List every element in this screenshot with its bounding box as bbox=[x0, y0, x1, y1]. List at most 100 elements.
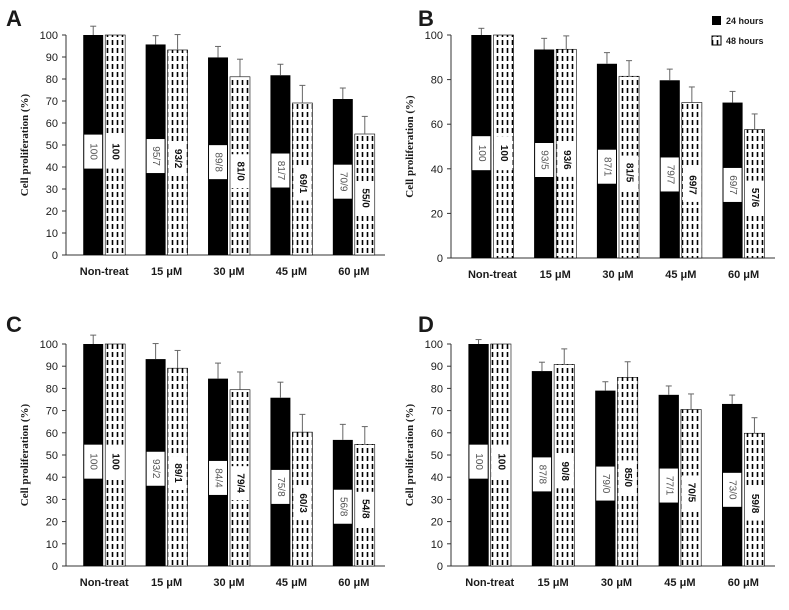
panel-letter: B bbox=[418, 6, 434, 31]
x-tick-label: 30 μM bbox=[213, 577, 244, 589]
data-label: 100 bbox=[495, 453, 506, 470]
x-tick-label: 45 μM bbox=[664, 577, 695, 589]
x-tick-label: 60 μM bbox=[338, 266, 369, 278]
y-tick-label: 20 bbox=[431, 208, 443, 220]
data-label: 75/8 bbox=[275, 477, 286, 497]
y-tick-label: 80 bbox=[431, 75, 443, 87]
data-label: 69/7 bbox=[727, 175, 738, 195]
data-label-box bbox=[660, 157, 679, 192]
data-label-box bbox=[106, 134, 125, 169]
x-tick-label: 60 μM bbox=[728, 577, 759, 589]
data-label: 70/9 bbox=[337, 172, 348, 192]
chart-panel-d: D Cell proliferation (%) 0 10 20 30 40 50 60 70 80… bbox=[404, 312, 775, 589]
x-tick-label: 30 μM bbox=[213, 266, 244, 278]
x-tick-label: 15 μM bbox=[540, 269, 571, 281]
data-label: 93/6 bbox=[561, 150, 572, 170]
data-label-box bbox=[532, 457, 552, 492]
data-label: 73/0 bbox=[727, 480, 738, 500]
data-label: 81/0 bbox=[234, 162, 245, 182]
data-label-box bbox=[682, 167, 701, 202]
y-axis-label: Cell proliferation (%) bbox=[404, 403, 416, 506]
legend-swatch-24h bbox=[712, 16, 721, 25]
y-tick-label: 100 bbox=[40, 30, 58, 42]
data-label: 89/8 bbox=[213, 152, 224, 172]
y-tick-label: 40 bbox=[431, 164, 443, 176]
data-label-box bbox=[168, 456, 187, 491]
y-tick-label: 30 bbox=[46, 184, 58, 196]
data-label: 93/5 bbox=[539, 150, 550, 170]
data-label-box bbox=[555, 454, 574, 489]
data-label: 100 bbox=[110, 143, 121, 160]
y-tick-label: 30 bbox=[46, 494, 58, 506]
y-tick-label: 30 bbox=[431, 494, 443, 506]
data-label-box bbox=[333, 489, 352, 524]
y-tick-label: 50 bbox=[46, 140, 58, 152]
data-label-box bbox=[333, 164, 352, 199]
x-tick-label: 45 μM bbox=[276, 577, 307, 589]
y-tick-label: 70 bbox=[46, 96, 58, 108]
data-label-box bbox=[146, 451, 165, 486]
legend-label: 48 hours bbox=[726, 36, 764, 46]
data-label-box bbox=[597, 149, 616, 184]
y-tick-label: 10 bbox=[46, 539, 58, 551]
data-label-box bbox=[472, 136, 491, 171]
x-tick-label: 30 μM bbox=[601, 577, 632, 589]
y-tick-label: 40 bbox=[46, 162, 58, 174]
data-label-box bbox=[596, 466, 615, 501]
legend-swatch-48h bbox=[711, 35, 722, 46]
data-label: 93/2 bbox=[172, 149, 183, 169]
data-label: 69/1 bbox=[297, 174, 308, 194]
y-tick-label: 0 bbox=[52, 250, 58, 262]
y-tick-label: 20 bbox=[46, 517, 58, 529]
data-label-box bbox=[535, 143, 554, 178]
y-tick-label: 0 bbox=[52, 561, 58, 573]
data-label: 100 bbox=[498, 145, 509, 162]
data-label-box bbox=[355, 491, 374, 526]
legend-label: 24 hours bbox=[726, 16, 764, 26]
y-axis-label: Cell proliferation (%) bbox=[19, 403, 31, 506]
data-label: 69/7 bbox=[686, 175, 697, 195]
x-tick-label: 45 μM bbox=[665, 269, 696, 281]
y-tick-label: 0 bbox=[437, 561, 443, 573]
chart-panel-a: A Cell proliferation (%) 0 10 20 30 40 50 60 70 80… bbox=[6, 6, 385, 278]
data-label-box bbox=[231, 154, 249, 189]
x-tick-label: 15 μM bbox=[538, 577, 569, 589]
data-label: 85/0 bbox=[622, 468, 633, 488]
data-label: 81/7 bbox=[275, 161, 286, 181]
data-label: 77/1 bbox=[663, 476, 674, 496]
x-tick-label: 30 μM bbox=[602, 269, 633, 281]
data-label: 55/0 bbox=[359, 188, 370, 208]
y-tick-label: 100 bbox=[425, 339, 443, 351]
data-label-box bbox=[618, 460, 637, 495]
data-label-box bbox=[620, 155, 639, 190]
data-label: 79/0 bbox=[600, 474, 611, 494]
y-tick-label: 90 bbox=[46, 52, 58, 64]
data-label: 79/7 bbox=[664, 165, 675, 185]
data-label: 93/2 bbox=[150, 459, 161, 479]
data-label-box bbox=[271, 153, 290, 188]
data-label: 87/1 bbox=[601, 157, 612, 177]
y-axis-label: Cell proliferation (%) bbox=[19, 93, 31, 196]
data-label-box bbox=[681, 475, 701, 510]
chart-panel-c: C Cell proliferation (%) 0 10 20 30 40 50 60 70 80… bbox=[6, 312, 385, 589]
data-label: 89/1 bbox=[172, 463, 183, 483]
data-label: 56/8 bbox=[337, 497, 348, 517]
x-tick-label: 15 μM bbox=[151, 577, 182, 589]
data-label-box bbox=[209, 460, 227, 495]
x-tick-label: Non-treat bbox=[80, 577, 129, 589]
data-label-box bbox=[745, 180, 764, 215]
y-tick-label: 0 bbox=[437, 253, 443, 265]
y-tick-label: 10 bbox=[46, 228, 58, 240]
data-label: 57/6 bbox=[749, 188, 760, 208]
x-tick-label: 45 μM bbox=[276, 266, 307, 278]
data-label: 81/5 bbox=[624, 163, 635, 183]
data-label: 60/3 bbox=[297, 493, 308, 513]
data-label-box bbox=[209, 145, 227, 180]
x-tick-label: Non-treat bbox=[468, 269, 517, 281]
data-label: 87/8 bbox=[536, 465, 547, 485]
legend: 24 hours 48 hours bbox=[711, 16, 764, 46]
data-label: 90/8 bbox=[559, 462, 570, 482]
data-label-box bbox=[146, 139, 165, 174]
data-label-box bbox=[271, 469, 290, 504]
